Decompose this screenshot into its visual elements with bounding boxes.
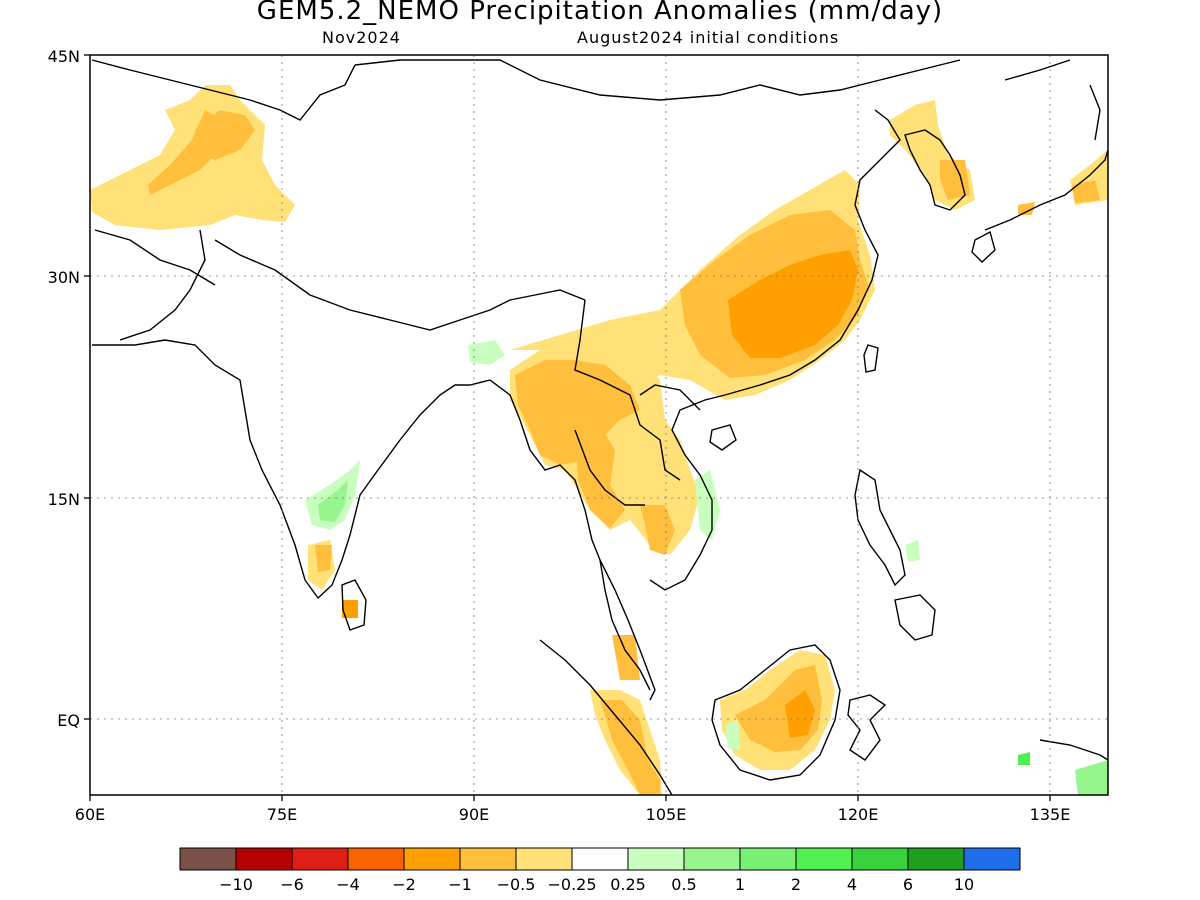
philippines-luzon: [854, 468, 906, 587]
colorbar-label: 2: [791, 875, 801, 894]
colorbar-label: −0.5: [497, 875, 536, 894]
anomaly-region-sri-lanka: [342, 600, 358, 618]
colorbar-swatch: [235, 847, 293, 871]
thai-border: [574, 429, 645, 506]
india-coastline: [92, 339, 491, 600]
anomaly-region-bangladesh: [468, 340, 505, 365]
anomaly-region-borneo-strong: [785, 690, 815, 738]
mongolia-border: [354, 59, 961, 101]
colorbar-label: 0.25: [610, 875, 646, 894]
anomaly-region-thai-core: [575, 425, 625, 528]
china-sea-border: [1004, 59, 1071, 81]
lon-label-120e: 120E: [838, 805, 879, 824]
sri-lanka: [341, 579, 367, 631]
anomaly-region-borneo-west: [725, 720, 740, 750]
anomaly-region-vietnam: [695, 470, 720, 540]
lat-label-30n: 30N: [48, 268, 80, 287]
colorbar-label: 6: [903, 875, 913, 894]
anomaly-region-new-guinea: [1075, 760, 1108, 795]
myanmar-coastline: [489, 379, 656, 701]
china-coastline: [724, 109, 901, 396]
anomaly-region-sulawesi: [1018, 752, 1030, 765]
anomaly-region-tajik-core: [195, 110, 255, 160]
initial-conditions: August2024 initial conditions: [577, 28, 840, 47]
korea-coastline: [904, 129, 966, 211]
colorbar-label: −10: [219, 875, 253, 894]
colorbar-swatch: [907, 847, 965, 871]
colorbar-swatch: [347, 847, 405, 871]
colorbar-label: −2: [392, 875, 416, 894]
sumatra-coastline: [539, 639, 673, 795]
anomaly-region-china-strong: [728, 250, 858, 358]
colorbar-swatch: [571, 847, 629, 871]
anomaly-shading: [90, 85, 1108, 795]
anomaly-region-myanmar-core: [515, 360, 640, 465]
colorbar-label: −0.25: [547, 875, 596, 894]
colorbar-swatch: [179, 847, 237, 871]
map-title: GEM5.2_NEMO Precipitation Anomalies (mm/…: [256, 0, 944, 26]
indochina-borders: [574, 299, 681, 481]
colorbar-label: 0.5: [671, 875, 696, 894]
lon-label-105e: 105E: [646, 805, 687, 824]
japan-kyushu: [971, 230, 996, 263]
taiwan: [863, 344, 879, 373]
new-guinea: [1039, 739, 1108, 761]
coastlines: [91, 59, 1108, 795]
colorbar-label: 10: [954, 875, 974, 894]
map-frame: [89, 54, 1109, 796]
lon-label-135e: 135E: [1030, 805, 1071, 824]
afghan-border: [94, 229, 216, 286]
colorbar-swatch: [683, 847, 741, 871]
japan-coastline: [984, 149, 1108, 231]
anomaly-region-philippines: [905, 540, 920, 562]
colorbar-swatch: [851, 847, 909, 871]
indochina-coastline: [649, 394, 726, 591]
colorbar-swatch: [963, 847, 1021, 871]
borneo-coastline: [711, 644, 841, 781]
colorbar-swatch: [515, 847, 573, 871]
forecast-month: Nov2024: [322, 28, 401, 47]
lat-label-45n: 45N: [48, 47, 80, 66]
colorbar-swatch: [291, 847, 349, 871]
colorbar-label: 4: [847, 875, 857, 894]
colorbar-label: −1: [448, 875, 472, 894]
anomaly-region-korea-core: [940, 160, 970, 200]
lat-label-eq: EQ: [57, 711, 80, 730]
laos-border: [639, 384, 701, 411]
colorbar: −10 −6 −4 −2 −1 −0.5 −0.25 0.25 0.5 1 2 4 6 10: [179, 847, 1021, 894]
malay-peninsula: [599, 559, 651, 691]
anomaly-region-south-india-core: [315, 545, 332, 572]
tick-marks: [84, 54, 1051, 801]
lat-label-15n: 15N: [48, 490, 80, 509]
philippines-mindanao: [894, 594, 936, 641]
anomaly-region-japan-small: [1018, 202, 1035, 215]
india-north-border: [214, 239, 586, 331]
anomaly-region-malaysia: [612, 635, 640, 680]
anomaly-region-india-east-core: [318, 480, 348, 522]
anomaly-region-sumatra-core: [600, 700, 660, 795]
colorbar-swatch: [459, 847, 517, 871]
lon-label-75e: 75E: [267, 805, 297, 824]
colorbar-label: −6: [280, 875, 304, 894]
colorbar-label: 1: [735, 875, 745, 894]
central-asia-borders: [91, 59, 356, 121]
gridlines: [90, 55, 1108, 795]
hainan: [709, 424, 737, 451]
pakistan-border: [119, 229, 206, 341]
lon-label-90e: 90E: [459, 805, 489, 824]
colorbar-swatch: [795, 847, 853, 871]
colorbar-swatch: [739, 847, 797, 871]
anomaly-region-japan-core: [1072, 180, 1100, 203]
colorbar-label: −4: [336, 875, 360, 894]
sea-of-okhotsk-coast: [1089, 84, 1101, 141]
colorbar-swatch: [627, 847, 685, 871]
sulawesi: [847, 694, 887, 761]
colorbar-swatch: [403, 847, 461, 871]
lon-label-60e: 60E: [75, 805, 105, 824]
